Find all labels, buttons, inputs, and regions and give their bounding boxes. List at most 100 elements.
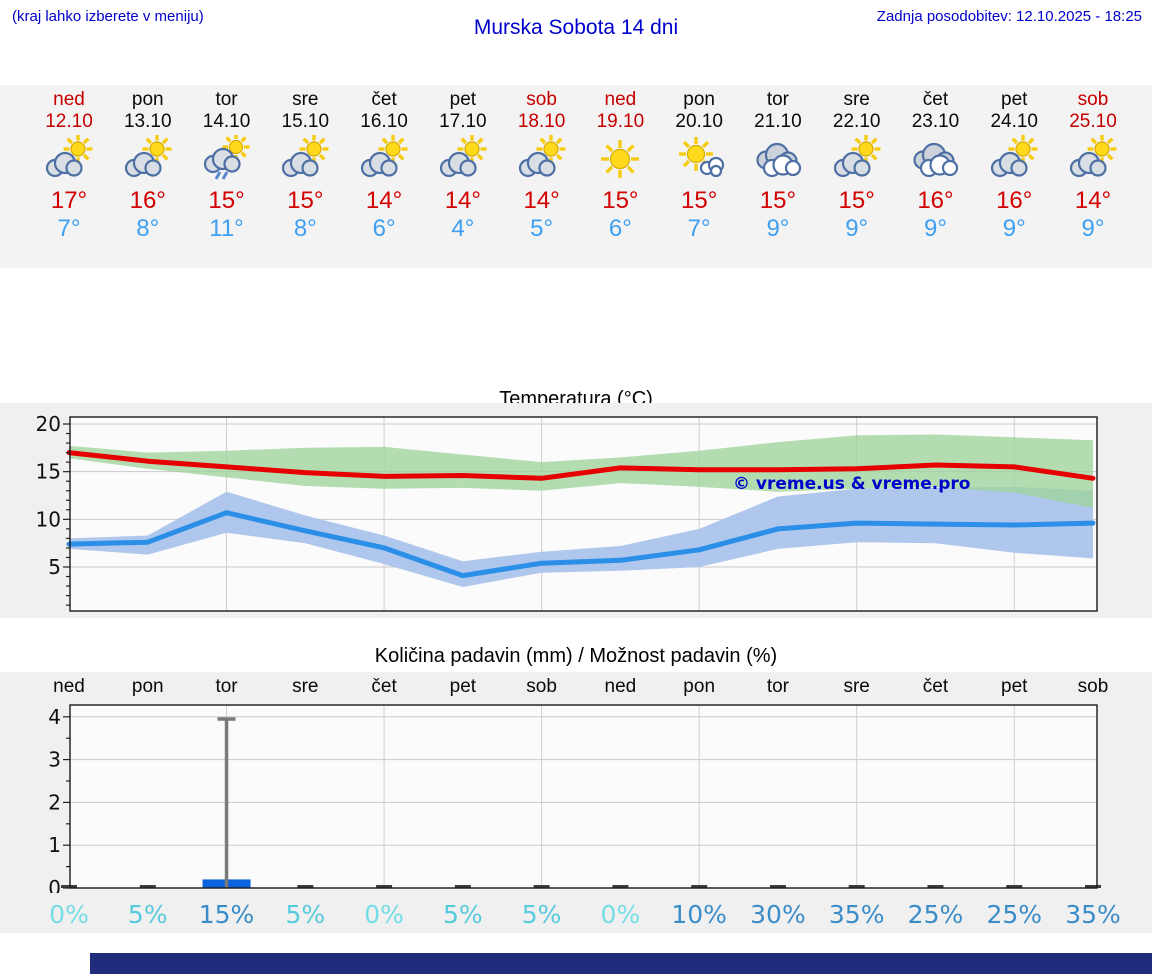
forecast-day-column: čet 16.10 14° 6° bbox=[344, 85, 424, 242]
day-name-label: sob bbox=[526, 89, 557, 110]
day-date-label: 14.10 bbox=[202, 111, 251, 132]
last-update-label: Zadnja posodobitev: 12.10.2025 - 18:25 bbox=[876, 8, 1142, 25]
temp-ytick-label: 5 bbox=[48, 555, 61, 579]
partly-weather-icon bbox=[986, 134, 1042, 185]
max-temp-label: 14° bbox=[1074, 187, 1112, 214]
zero-precip-tick bbox=[848, 885, 865, 888]
day-date-label: 16.10 bbox=[360, 111, 408, 132]
min-temp-label: 11° bbox=[209, 215, 244, 242]
forecast-day-column: tor 21.10 15° 9° bbox=[738, 85, 818, 242]
partly-weather-icon bbox=[829, 134, 885, 185]
max-temp-label: 16° bbox=[996, 187, 1033, 214]
day-name-label: pon bbox=[683, 89, 715, 110]
forecast-day-strip: ned 12.10 17° 7° pon 13.10 16° 8° tor 14.10 15° 11°… bbox=[0, 85, 1152, 268]
max-temp-label: 14° bbox=[444, 187, 481, 214]
forecast-day-column: sob 25.10 14° 9° bbox=[1053, 85, 1133, 242]
menu-hint: (kraj lahko izberete v meniju) bbox=[12, 8, 204, 25]
max-temp-label: 15° bbox=[602, 187, 639, 214]
min-temp-label: 8° bbox=[293, 215, 317, 242]
precip-day-label: pon bbox=[131, 676, 164, 697]
precip-day-label: čet bbox=[371, 676, 397, 697]
zero-precip-tick bbox=[61, 885, 77, 888]
watermark-link[interactable]: © vreme.us & vreme.pro bbox=[733, 474, 970, 494]
precip-probability-label: 5% bbox=[285, 900, 326, 929]
temp-axis: 5 10 15 20 bbox=[36, 412, 70, 606]
precip-probability-label: 5% bbox=[521, 900, 562, 929]
precip-day-label: ned bbox=[53, 676, 85, 697]
day-date-label: 20.10 bbox=[675, 111, 723, 132]
precip-day-label: pet bbox=[1001, 676, 1028, 697]
precip-ytick-label: 3 bbox=[48, 748, 61, 772]
min-temp-label: 9° bbox=[845, 215, 869, 242]
partly-weather-icon bbox=[277, 134, 333, 185]
max-temp-line bbox=[66, 450, 1096, 481]
day-date-label: 18.10 bbox=[517, 111, 566, 132]
precip-probability-label: 0% bbox=[600, 900, 641, 929]
max-temp-label: 15° bbox=[838, 187, 875, 214]
zero-precip-tick bbox=[297, 885, 314, 888]
forecast-day-column: ned 19.10 15° 6° bbox=[580, 85, 660, 242]
precip-probability-label: 25% bbox=[907, 900, 964, 929]
forecast-day-column: pon 13.10 16° 8° bbox=[108, 85, 188, 242]
precip-day-label: tor bbox=[215, 676, 238, 697]
max-temp-label: 15° bbox=[287, 187, 324, 214]
min-temp-label: 8° bbox=[136, 215, 160, 242]
precip-day-label: tor bbox=[766, 676, 790, 697]
min-temp-label: 9° bbox=[1002, 215, 1026, 242]
max-temp-label: 15° bbox=[759, 187, 797, 214]
forecast-day-column: pon 20.10 15° 7° bbox=[659, 85, 739, 242]
zero-precip-tick bbox=[454, 885, 471, 888]
partly-weather-icon bbox=[120, 134, 176, 185]
partly-weather-icon bbox=[514, 134, 570, 185]
precip-probability-label: 10% bbox=[671, 900, 727, 929]
max-temp-label: 15° bbox=[208, 187, 245, 214]
day-date-label: 22.10 bbox=[832, 111, 881, 132]
partly-weather-icon bbox=[435, 134, 491, 185]
min-temp-line bbox=[66, 510, 1096, 579]
precip-probability-label: 35% bbox=[1065, 900, 1121, 929]
precip-probability-label: 5% bbox=[443, 900, 483, 929]
precip-day-label: sob bbox=[526, 676, 557, 697]
day-name-label: sob bbox=[1077, 89, 1109, 110]
temp-ytick-label: 15 bbox=[36, 460, 61, 484]
max-temp-label: 14° bbox=[523, 187, 560, 214]
precip-ytick-label: 4 bbox=[48, 705, 61, 729]
max-temp-label: 17° bbox=[50, 187, 88, 214]
precip-probability-label: 0% bbox=[49, 900, 89, 929]
forecast-day-column: pet 24.10 16° 9° bbox=[974, 85, 1054, 242]
min-temp-band bbox=[69, 486, 1093, 587]
day-date-label: 15.10 bbox=[281, 111, 330, 132]
zero-precip-tick bbox=[769, 885, 786, 888]
mostly-sunny-weather-icon bbox=[671, 135, 727, 185]
precip-day-label: pon bbox=[683, 676, 716, 697]
zero-precip-tick bbox=[927, 885, 944, 888]
precip-probability-label: 5% bbox=[127, 900, 168, 929]
precip-axis: 0 1 2 3 4 bbox=[48, 705, 70, 893]
footer-bar bbox=[90, 953, 1152, 974]
precip-grid bbox=[70, 705, 1097, 888]
precip-ytick-label: 0 bbox=[48, 876, 61, 893]
precip-probability-label: 30% bbox=[750, 900, 806, 929]
min-temp-label: 9° bbox=[923, 215, 947, 242]
day-name-label: čet bbox=[371, 89, 397, 110]
zero-precip-tick bbox=[612, 885, 629, 888]
day-date-label: 21.10 bbox=[754, 111, 802, 132]
forecast-day-column: sre 15.10 15° 8° bbox=[265, 85, 345, 242]
partly-rain-weather-icon bbox=[199, 133, 255, 185]
precip-probability-label: 35% bbox=[828, 900, 885, 929]
min-temp-label: 9° bbox=[1081, 215, 1105, 242]
precipitation-chart-section: ned pon tor sre čet pet sob ned pon tor sre čet pet s… bbox=[0, 672, 1152, 933]
day-name-label: pon bbox=[131, 89, 164, 110]
precip-day-label: ned bbox=[604, 676, 637, 697]
precipitation-chart-title: Količina padavin (mm) / Možnost padavin … bbox=[374, 645, 778, 667]
cloudy-weather-icon bbox=[907, 135, 963, 185]
day-name-label: sre bbox=[292, 89, 319, 110]
partly-weather-icon bbox=[356, 134, 412, 185]
precip-probability-label: 25% bbox=[986, 900, 1043, 929]
max-temp-label: 15° bbox=[681, 187, 718, 214]
forecast-day-column: pet 17.10 14° 4° bbox=[423, 85, 503, 242]
page-title: Murska Sobota 14 dni bbox=[473, 16, 679, 39]
zero-precip-tick bbox=[1006, 885, 1023, 888]
precip-day-label: čet bbox=[922, 676, 949, 697]
